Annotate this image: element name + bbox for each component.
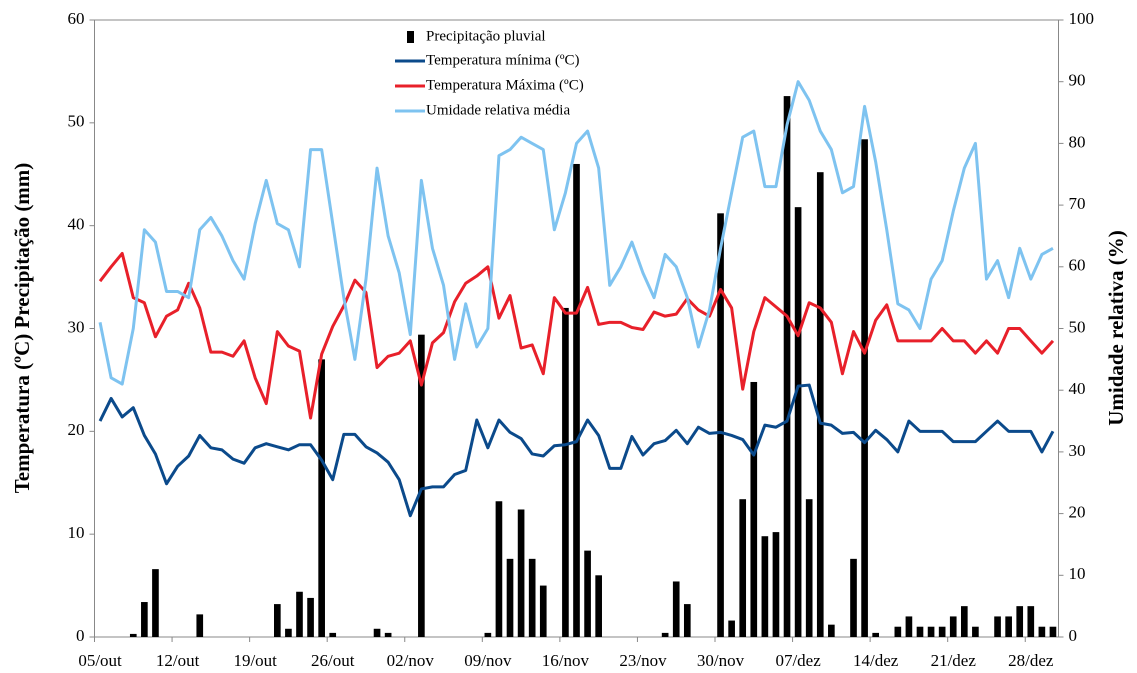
legend-label: Precipitação pluvial [426,28,546,44]
x-tick-label: 23/nov [619,651,667,670]
legend-label: Temperatura Máxima (ºC) [426,77,584,93]
bar [816,172,824,637]
bar [595,575,602,637]
bar [972,626,979,637]
bar [717,213,724,637]
x-tick-label: 02/nov [387,651,435,670]
legend-label: Umidade relativa média [426,102,570,118]
bar [1016,606,1024,637]
bar [418,334,425,637]
y-tick-label: 20 [68,420,85,439]
y-axis-title: Temperatura (ºC) Precipitação (mm) [10,163,34,494]
bar [672,581,680,637]
bar [285,628,292,637]
x-tick-label: 16/nov [542,651,590,670]
bar [794,207,802,637]
bar [805,499,813,637]
bar [1027,606,1035,637]
y-tick-label: 0 [76,626,85,645]
x-tick-label: 07/dez [775,651,821,670]
bar [828,624,835,637]
bar [728,620,735,637]
y-tick-label: 10 [68,523,85,542]
bar [539,585,547,637]
line [98,251,1055,420]
bar [584,550,591,637]
y2-tick-label: 90 [1069,71,1086,90]
x-tick-label: 05/out [78,651,122,670]
bar [506,558,514,637]
x-tick-label: 21/dez [931,651,977,670]
bar [872,632,879,637]
x-tick-label: 14/dez [853,651,899,670]
bar [850,558,857,637]
bar [484,632,492,637]
y2-tick-label: 80 [1069,132,1086,151]
y2-axis-title: Umidade relativa (%) [1104,230,1128,426]
y2-tick-label: 0 [1069,626,1078,645]
bar [307,597,314,637]
bar [938,626,946,637]
bar [329,632,337,637]
bar [495,501,503,637]
bar [573,163,580,637]
y2-tick-label: 20 [1069,503,1086,522]
legend-label: Temperatura mínima (ºC) [426,52,580,68]
bar [927,626,935,637]
bar [1038,626,1046,637]
x-tick-label: 30/nov [697,651,745,670]
y2-tick-label: 10 [1069,564,1086,583]
y-tick-label: 30 [68,317,85,336]
bar [783,96,791,637]
bar [517,509,525,637]
bar [274,604,281,637]
y2-tick-label: 60 [1069,256,1086,275]
y2-tick-label: 100 [1069,9,1095,28]
bar [373,628,381,637]
bar [141,602,148,637]
y-tick-label: 50 [68,112,85,131]
y2-tick-label: 40 [1069,379,1086,398]
bar [683,604,691,637]
bar [1049,626,1057,637]
y2-tick-label: 70 [1069,194,1086,213]
bar [761,536,769,637]
x-tick-label: 28/dez [1008,651,1054,670]
bar [772,532,780,637]
bar [994,616,1001,637]
bar [296,591,303,637]
bar [196,614,204,637]
bar [960,606,968,637]
x-tick-label: 19/out [233,651,277,670]
y-tick-label: 60 [68,9,85,28]
bar [318,359,325,637]
x-tick-label: 09/nov [464,651,512,670]
bar [129,633,137,637]
bar [894,626,902,637]
bar [528,558,536,637]
line [98,383,1055,518]
line [98,80,1054,386]
bar [949,616,957,637]
bar [861,139,868,637]
bar [916,626,924,637]
x-tick-label: 12/out [156,651,200,670]
bar [905,616,913,637]
bar [750,381,758,637]
y2-tick-label: 30 [1069,441,1086,460]
bar [384,632,392,637]
bar [562,307,569,637]
legend-swatch [407,31,414,43]
y2-tick-label: 50 [1069,317,1086,336]
bar [1005,616,1012,637]
y-tick-label: 40 [68,215,85,234]
bar [661,632,669,637]
bar [739,499,747,637]
bar [152,569,159,637]
x-tick-label: 26/out [311,651,355,670]
